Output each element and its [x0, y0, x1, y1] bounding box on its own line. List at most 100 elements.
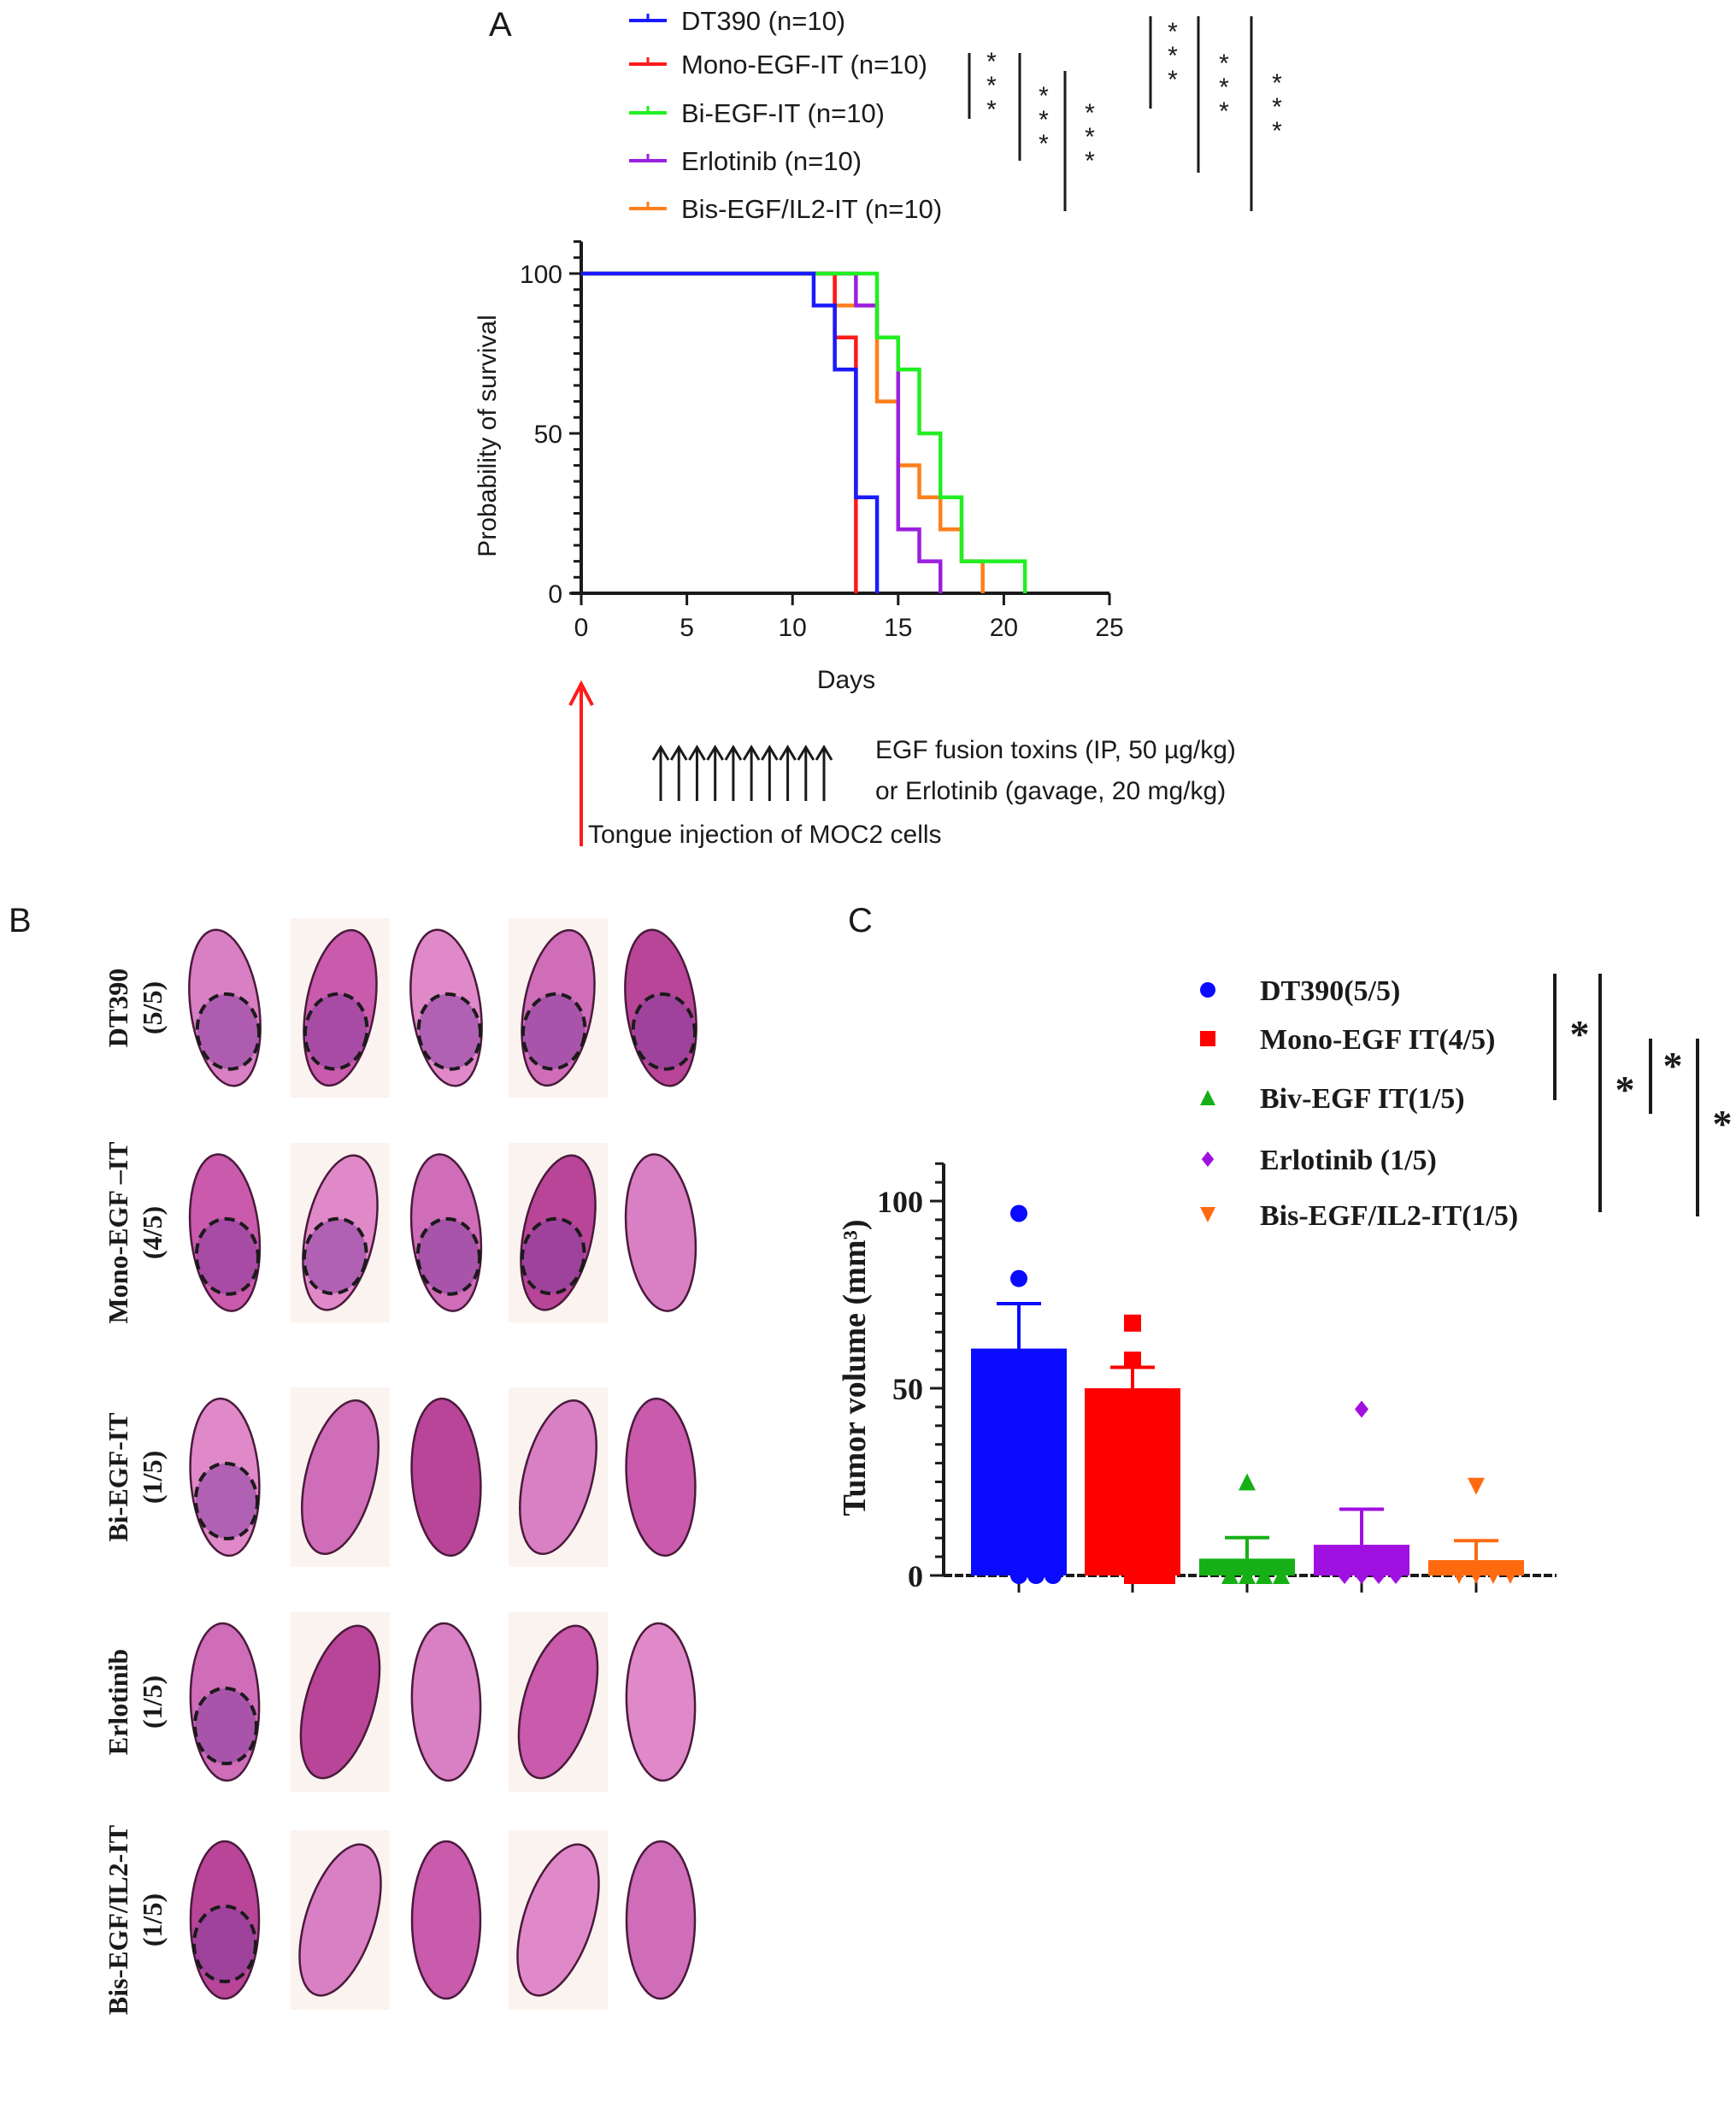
data-point	[1141, 1567, 1158, 1584]
tumor-region-dashed	[415, 1216, 482, 1296]
histology-panel: DT390 (5/5) Mono-EGF –IT (4/5) Bi-EGF-IT (1/5…	[103, 918, 710, 2015]
survival-legend-label: Erlotinib (n=10)	[681, 146, 862, 176]
tissue-outline	[410, 1622, 482, 1782]
survival-curve-bi-egf-it	[581, 271, 1027, 593]
tissue-section	[175, 1612, 274, 1792]
data-point	[1273, 1567, 1290, 1584]
tissue-section	[611, 918, 710, 1098]
tumor-bar-group	[971, 1204, 1067, 1593]
dose-arrow-head	[797, 745, 815, 761]
tumor-legend-item: Mono-EGF IT(4/5)	[1200, 1024, 1495, 1056]
tissue-section	[397, 918, 496, 1098]
tumor-legend: DT390(5/5) Mono-EGF IT(4/5) Biv-EGF IT(1/5…	[1200, 975, 1518, 1232]
histology-row-label: Bis-EGF/IL2-IT (1/5)	[103, 1825, 168, 2015]
dose-arrow	[815, 745, 833, 801]
significance-star: *	[1272, 117, 1282, 145]
tumor-bar-group	[1428, 1477, 1524, 1593]
row-label-count: (1/5)	[137, 1451, 168, 1504]
significance-star: *	[1272, 93, 1282, 121]
tumor-legend-label: Mono-EGF IT(4/5)	[1260, 1024, 1495, 1056]
dose-arrows	[651, 745, 833, 801]
tumor-significance: * * * *	[1553, 974, 1733, 1216]
tissue-section	[509, 1830, 608, 2010]
tissue-section	[397, 1830, 496, 2010]
data-point	[1124, 1567, 1141, 1584]
row-label-name: Erlotinib	[103, 1649, 133, 1755]
data-point	[1221, 1567, 1239, 1584]
significance-star: *	[1615, 1068, 1635, 1111]
tissue-section	[291, 1830, 390, 2010]
data-point	[1485, 1567, 1502, 1584]
tissue-outline	[517, 1624, 599, 1780]
tissue-section	[611, 1830, 710, 2010]
data-point	[1502, 1567, 1519, 1584]
dose-arrow-head	[688, 745, 706, 761]
tissue-section	[509, 918, 608, 1098]
treatment-text-line2: or Erlotinib (gavage, 20 mg/kg)	[875, 777, 1226, 805]
tumor-legend-label: DT390(5/5)	[1260, 975, 1400, 1007]
treatment-text-line1: EGF fusion toxins (IP, 50 µg/kg)	[875, 736, 1236, 764]
dose-arrow	[706, 745, 724, 801]
survival-x-tick-label: 0	[574, 614, 589, 642]
row-label-count: (5/5)	[137, 981, 168, 1034]
data-point	[1010, 1269, 1027, 1287]
dose-arrow	[669, 745, 688, 801]
row-label-name: DT390	[103, 969, 133, 1047]
survival-curve-erlotinib	[581, 271, 943, 593]
dose-arrow-head	[706, 745, 724, 761]
dose-arrow	[742, 745, 761, 801]
tumor-y-label: Tumor volume (mm³)	[837, 1219, 873, 1516]
tumor-region-dashed	[303, 992, 369, 1071]
tissue-section	[509, 1612, 608, 1792]
data-point	[1389, 1567, 1403, 1584]
dose-arrow-head	[815, 745, 833, 761]
tissue-outline	[516, 1843, 600, 1997]
tumor-bar-group	[1085, 1314, 1180, 1593]
tissue-section	[397, 1387, 496, 1567]
data-point	[1045, 1567, 1062, 1584]
dose-arrow-head	[724, 745, 743, 761]
panel-label-c: C	[848, 902, 873, 939]
tumor-region-dashed	[416, 992, 483, 1071]
data-point	[1451, 1567, 1468, 1584]
data-point	[1372, 1567, 1386, 1584]
tissue-outline	[625, 1397, 697, 1558]
survival-x-tick-label: 25	[1095, 614, 1123, 642]
tissue-section	[509, 1143, 608, 1322]
survival-legend-item: Mono-EGF-IT (n=10)	[629, 50, 927, 80]
tumor-region-dashed	[192, 1686, 258, 1765]
histology-row-label: Mono-EGF –IT (4/5)	[103, 1141, 168, 1323]
legend-marker	[1201, 1151, 1215, 1167]
dose-arrow	[724, 745, 743, 801]
tumor-legend-label: Biv-EGF IT(1/5)	[1260, 1083, 1465, 1115]
significance-star: *	[1039, 106, 1049, 134]
significance-star: *	[986, 96, 997, 124]
dose-arrow	[797, 745, 815, 801]
survival-x-tick-label: 10	[779, 614, 807, 642]
tumor-legend-label: Erlotinib (1/5)	[1260, 1145, 1437, 1176]
tumor-region-dashed	[631, 992, 697, 1071]
data-point	[1355, 1567, 1368, 1584]
significance-star: *	[1219, 97, 1229, 126]
histology-row-label: Erlotinib (1/5)	[103, 1649, 168, 1755]
tissue-outline	[299, 1624, 381, 1780]
dose-arrow-head	[742, 745, 761, 761]
tumor-bar	[971, 1348, 1067, 1575]
tissue-section	[611, 1143, 710, 1322]
survival-x-tick-label: 5	[680, 614, 694, 642]
tissue-section	[611, 1387, 710, 1567]
tumor-y-tick-label: 100	[877, 1185, 923, 1219]
dose-arrow-head	[779, 745, 797, 761]
survival-legend-label: Bis-EGF/IL2-IT (n=10)	[681, 194, 942, 224]
tissue-outline	[410, 1840, 482, 2000]
dose-arrow	[688, 745, 706, 801]
tissue-section	[175, 918, 274, 1098]
histology-row-label: Bi-EGF-IT (1/5)	[103, 1412, 168, 1541]
legend-marker	[1200, 1207, 1215, 1222]
data-point	[1338, 1567, 1351, 1584]
panel-label-b: B	[9, 902, 32, 939]
tissue-section	[175, 1830, 274, 2010]
tumor-legend-item: Bis-EGF/IL2-IT(1/5)	[1200, 1200, 1518, 1232]
significance-star: *	[1219, 74, 1229, 102]
survival-significance: *** ***************	[968, 16, 1282, 211]
